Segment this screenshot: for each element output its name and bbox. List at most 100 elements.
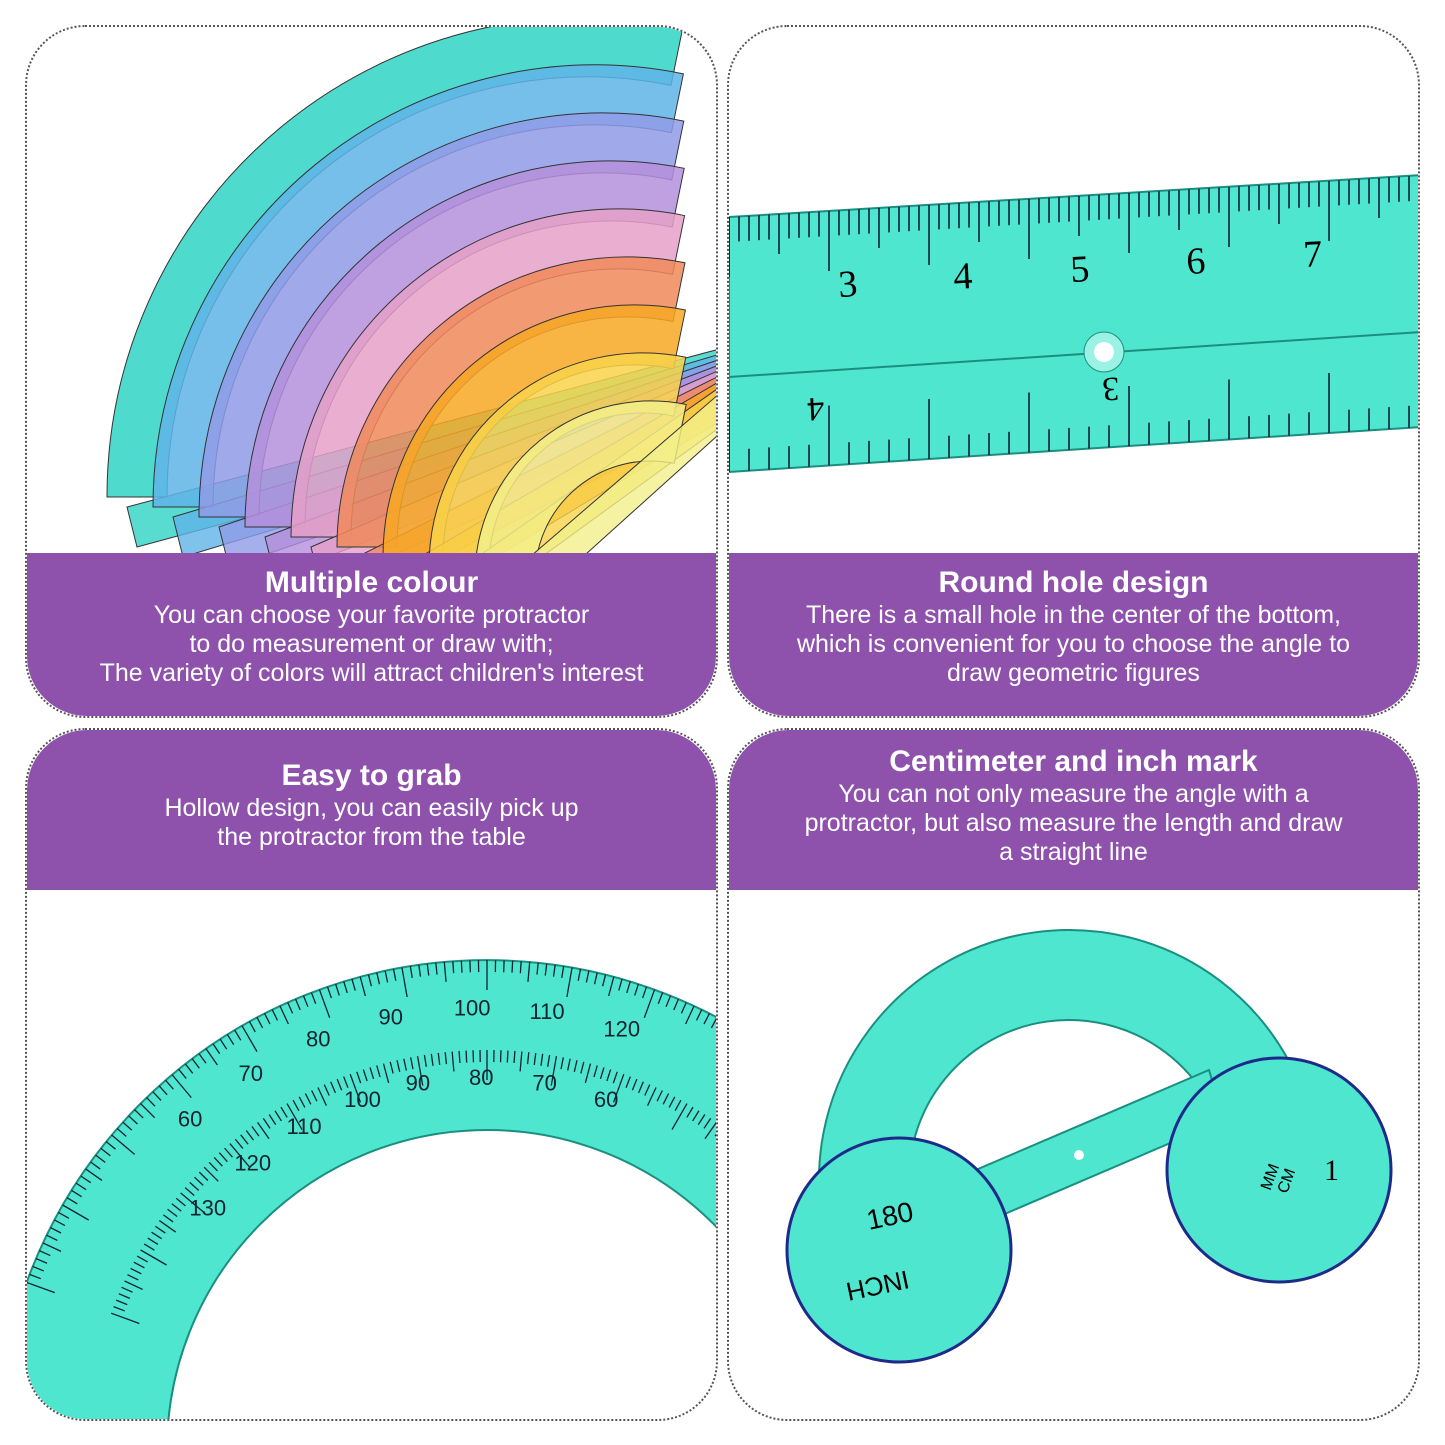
protractor-tick [638,1081,644,1094]
protractor-tick [302,995,309,1008]
degree-label: 110 [530,999,565,1024]
panel-round-hole: 3 4 5 6 7 4 3 Round hole design There is… [727,25,1420,718]
protractor-tick [140,1249,167,1266]
protractor-tick [128,1115,138,1125]
protractor-tick [191,1058,200,1069]
protractor-tick [62,1204,89,1221]
protractor-tick [134,1109,144,1119]
feature-line: draw geometric figures [947,659,1200,687]
protractor-tick [46,1234,58,1242]
protractor-base [529,395,716,557]
protractor-tick [124,1280,143,1290]
protractor-tick [143,1243,155,1251]
protractor-tick [519,961,522,974]
protractor-tick [416,1055,424,1086]
protractor-tick [697,1114,706,1125]
protractor-tick [634,983,640,996]
protractor-tick [343,1076,349,1089]
protractor-tick [268,1114,277,1125]
protractor-tick [152,1091,162,1101]
protractor-tick [136,1255,148,1263]
protractor-tick [593,1065,598,1078]
degree-label: 80 [306,1027,330,1052]
protractor-tick [167,1208,178,1218]
protractor-tick [382,1063,390,1084]
protractor-tick [540,1053,544,1066]
protractor-tick [158,1085,168,1096]
protractor-tick [458,1050,461,1063]
degree-label: 120 [234,1150,271,1175]
protractor-tick [163,1214,174,1223]
protractor-tick [392,968,397,981]
feature-line: There is a small hole in the center of t… [806,601,1341,629]
protractor-tick [444,1052,448,1065]
protractor-tick [410,1057,414,1070]
protractor-tick [561,965,565,978]
protractor-tick [465,1050,468,1063]
protractor-tick [279,1005,289,1025]
protractor-tick [90,1161,101,1170]
protractor-tick [133,1261,145,1269]
protractor-tick [248,1021,256,1033]
degree-label: 90 [406,1071,430,1096]
protractor-tick [323,1084,330,1096]
protractor-tick [606,1069,612,1082]
protractor-tick [343,981,348,994]
protractor-tick [533,1052,537,1065]
protractor-tick [334,983,340,996]
protractor-tick [58,1211,70,1219]
protractor-full-image: 180 INCH MM CM 1 [785,929,1393,1364]
protractor-tick [674,1099,682,1111]
protractor-tick [85,1168,103,1181]
cm-label: 4 [952,255,973,298]
protractor-tick [369,1067,375,1080]
protractor-tick [271,1009,279,1021]
protractor-tick [662,1093,670,1105]
protractor-tick [692,1110,700,1122]
protractor-tick [359,976,366,997]
protractor-tick [396,1060,401,1073]
protractor-tick [376,1065,381,1078]
feature-banner: Centimeter and inch mark You can not onl… [729,730,1418,890]
protractor-tick [251,1126,260,1137]
protractor-tick [547,1054,551,1067]
protractor-tick [50,1226,62,1234]
protractor-tick [567,1058,571,1071]
protractor-tick [451,1051,455,1072]
protractor-tick [147,1237,159,1245]
protractor-tick [280,1106,288,1118]
protractor-tick [631,1078,638,1091]
protractor-tick [180,1192,204,1213]
feature-title: Centimeter and inch mark [889,745,1258,778]
protractor-tick [304,1093,312,1105]
protractor-tick [292,1099,300,1111]
protractor-tick [577,968,582,981]
protractor-tick [437,1052,441,1065]
feature-line: to do measurement or draw with; [189,630,554,658]
protractor-tick [695,1009,703,1021]
protractor-tick [585,970,590,983]
protractor-tick [35,1257,48,1264]
protractor-tick [409,965,413,978]
feature-line: The variety of colors will attract child… [99,659,644,687]
protractor-tick [257,1121,270,1140]
protractor-tick [298,1096,306,1108]
protractor-tick [671,1103,688,1130]
protractor-tick [389,1061,394,1074]
feature-banner: Multiple colour You can choose your favo… [27,553,716,716]
feature-title: Multiple colour [264,566,479,599]
protractor-tick [426,963,430,976]
protractor-tick [203,1166,219,1182]
cm-label: 7 [1302,233,1323,276]
protractor-tick [32,1265,45,1272]
protractor-tick [213,1157,223,1167]
feature-title: Round hole design [938,566,1209,599]
degree-label: 110 [287,1114,322,1139]
protractor-tick [656,1090,663,1102]
protractor-tick [703,1118,712,1129]
inch-label: 4 [806,390,825,428]
ruler-closeup-image: 3 4 5 6 7 4 3 [729,174,1418,474]
protractor-tick [178,1068,187,1079]
feature-line: the protractor from the table [217,823,526,851]
protractor-tick [626,981,631,994]
